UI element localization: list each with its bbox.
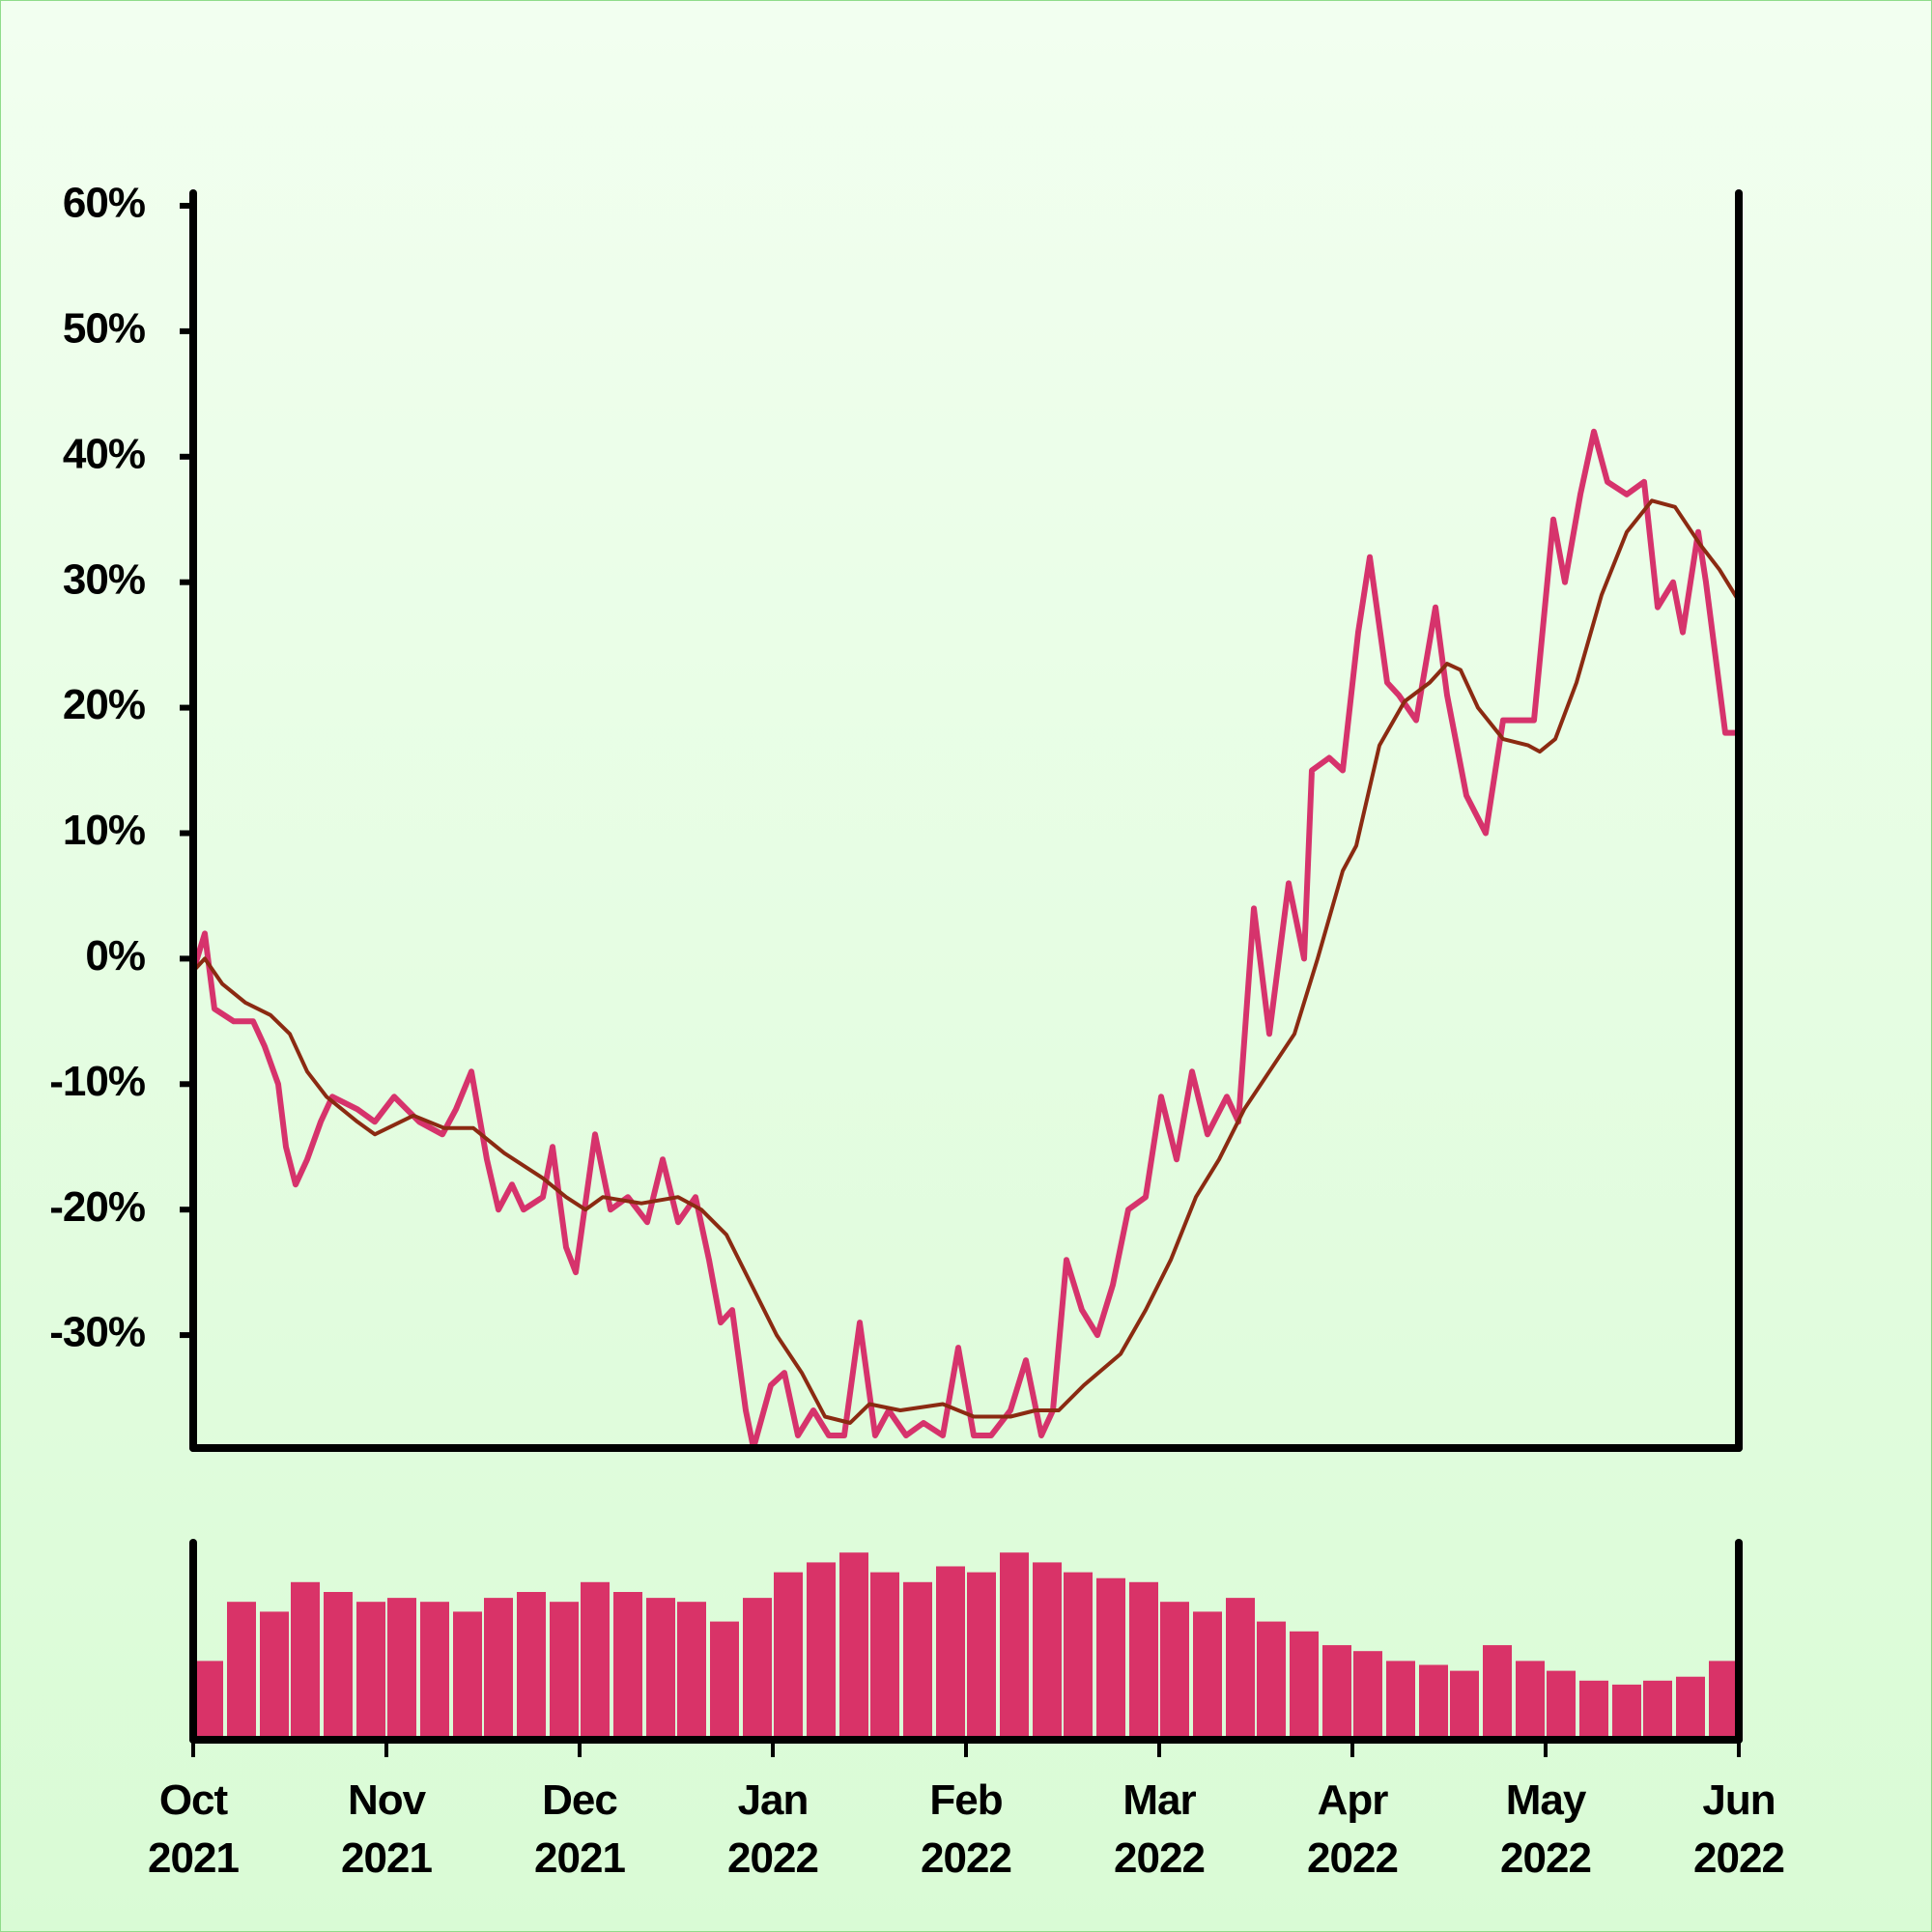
y-tick-label: 10% <box>63 807 145 854</box>
volume-bar <box>1516 1661 1545 1740</box>
x-tick-label: Dec 2021 <box>534 1776 625 1882</box>
x-tick-label: Nov 2021 <box>341 1776 432 1882</box>
volume-bar <box>484 1598 513 1740</box>
volume-bar <box>517 1592 546 1740</box>
volume-bar <box>774 1572 803 1740</box>
volume-bar <box>613 1592 642 1740</box>
volume-bar <box>581 1581 610 1740</box>
y-tick-label: -20% <box>49 1183 145 1231</box>
price-line <box>191 498 1741 1425</box>
volume-bar <box>1450 1670 1479 1740</box>
x-tick-label-line: 2022 <box>1693 1834 1784 1882</box>
x-tick-label-line: 2022 <box>921 1834 1011 1882</box>
x-tick-label: May 2022 <box>1500 1776 1591 1882</box>
volume-bar <box>1612 1684 1641 1740</box>
y-tick-label: 20% <box>63 681 145 728</box>
x-tick-label: Jan 2022 <box>727 1776 818 1882</box>
volume-bar <box>903 1581 932 1740</box>
volume-bar <box>1193 1611 1222 1740</box>
y-tick-label: -10% <box>49 1058 145 1105</box>
x-tick-label-line: 2021 <box>534 1834 625 1882</box>
x-tick-label-line: Jan <box>738 1776 809 1824</box>
x-tick-label: Oct 2021 <box>148 1776 239 1882</box>
volume-bar <box>1000 1552 1029 1740</box>
price-line <box>190 428 1739 1451</box>
volume-bar <box>1419 1664 1448 1740</box>
volume-bar <box>1676 1676 1705 1740</box>
volume-bar <box>1096 1577 1125 1740</box>
volume-bar <box>324 1592 353 1740</box>
x-tick-label-line: Mar <box>1122 1776 1196 1824</box>
volume-bar <box>1353 1651 1382 1740</box>
x-tick-label-line: 2021 <box>341 1834 432 1882</box>
volume-bar <box>1129 1581 1158 1740</box>
volume-bar <box>453 1611 482 1740</box>
volume-bar <box>710 1621 739 1740</box>
volume-bar <box>1160 1602 1189 1740</box>
y-tick-label: -30% <box>49 1309 145 1356</box>
volume-bar <box>1386 1661 1415 1740</box>
volume-bar <box>227 1602 256 1740</box>
volume-bar <box>1579 1680 1608 1740</box>
volume-bar <box>936 1566 965 1740</box>
x-tick-label-line: 2022 <box>1500 1834 1591 1882</box>
volume-bar <box>420 1602 449 1740</box>
volume-bar <box>1033 1562 1062 1740</box>
volume-bar <box>677 1602 706 1740</box>
plot-layer: -30%-20%-10%0%10%20%30%40%50%60%Oct 2021N… <box>49 180 1785 1882</box>
x-tick-label-line: Feb <box>929 1776 1002 1824</box>
volume-bar <box>194 1661 223 1740</box>
x-tick-label: Jun 2022 <box>1693 1776 1784 1882</box>
x-tick-label-line: 2021 <box>148 1834 239 1882</box>
volume-bar <box>1226 1598 1255 1740</box>
x-tick-label: Apr 2022 <box>1307 1776 1398 1882</box>
x-tick-label-line: Dec <box>542 1776 617 1824</box>
y-tick-label: 50% <box>63 305 145 353</box>
volume-bar <box>839 1552 868 1740</box>
volume-bar <box>870 1572 899 1740</box>
volume-bar <box>807 1562 836 1740</box>
x-tick-label-line: Apr <box>1318 1776 1389 1824</box>
x-tick-label-line: 2022 <box>1114 1834 1205 1882</box>
x-tick-label-line: Jun <box>1702 1776 1775 1824</box>
volume-bar <box>1322 1645 1351 1740</box>
volume-bar <box>387 1598 416 1740</box>
y-tick-label: 0% <box>85 932 145 980</box>
volume-bar <box>550 1602 579 1740</box>
volume-bar <box>1257 1621 1286 1740</box>
volume-bar <box>291 1581 320 1740</box>
volume-bar <box>260 1611 289 1740</box>
x-tick-label-line: 2022 <box>1307 1834 1398 1882</box>
x-tick-label-line: Nov <box>348 1776 427 1824</box>
y-tick-label: 60% <box>63 180 145 227</box>
volume-bar <box>1547 1670 1576 1740</box>
volume-bar <box>356 1602 385 1740</box>
x-tick-label-line: May <box>1506 1776 1587 1824</box>
y-tick-label: 40% <box>63 430 145 477</box>
volume-bar <box>743 1598 772 1740</box>
volume-bar <box>646 1598 675 1740</box>
volume-bar <box>1483 1645 1512 1740</box>
x-tick-label-line: 2022 <box>727 1834 818 1882</box>
y-tick-label: 30% <box>63 555 145 603</box>
x-tick-label-line: Oct <box>159 1776 229 1824</box>
x-tick-label: Feb 2022 <box>921 1776 1011 1882</box>
volume-bar <box>1709 1661 1738 1740</box>
volume-bar <box>1290 1631 1319 1740</box>
volume-bar <box>967 1572 996 1740</box>
volume-bar <box>1643 1680 1672 1740</box>
volume-bar <box>1064 1572 1093 1740</box>
x-tick-label: Mar 2022 <box>1114 1776 1205 1882</box>
